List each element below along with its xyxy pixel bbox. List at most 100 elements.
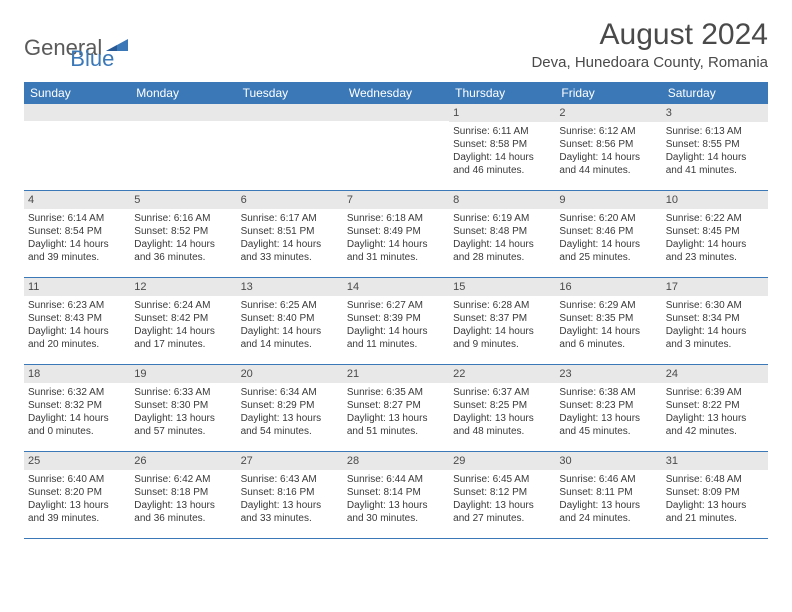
sunset-text: Sunset: 8:34 PM xyxy=(666,312,764,325)
date-number: 26 xyxy=(130,452,236,470)
day-header-friday: Friday xyxy=(555,82,661,104)
daylight-text: Daylight: 14 hours and 31 minutes. xyxy=(347,238,445,264)
day-header-sunday: Sunday xyxy=(24,82,130,104)
logo: General Blue xyxy=(24,24,114,72)
day-cell xyxy=(343,104,449,190)
daylight-text: Daylight: 14 hours and 0 minutes. xyxy=(28,412,126,438)
sunset-text: Sunset: 8:42 PM xyxy=(134,312,232,325)
daylight-text: Daylight: 13 hours and 27 minutes. xyxy=(453,499,551,525)
date-number: 16 xyxy=(555,278,661,296)
week-row: 18Sunrise: 6:32 AMSunset: 8:32 PMDayligh… xyxy=(24,365,768,452)
week-row: 1Sunrise: 6:11 AMSunset: 8:58 PMDaylight… xyxy=(24,104,768,191)
day-header-thursday: Thursday xyxy=(449,82,555,104)
daylight-text: Daylight: 14 hours and 11 minutes. xyxy=(347,325,445,351)
daylight-text: Daylight: 14 hours and 3 minutes. xyxy=(666,325,764,351)
day-cell: 19Sunrise: 6:33 AMSunset: 8:30 PMDayligh… xyxy=(130,365,236,451)
day-cell: 27 Sunrise: 6:43 AMSunset: 8:16 PMDayligh… xyxy=(237,452,343,538)
sunset-text: Sunset: 8:54 PM xyxy=(28,225,126,238)
day-cell: 7Sunrise: 6:18 AMSunset: 8:49 PMDaylight… xyxy=(343,191,449,277)
day-cell: 30Sunrise: 6:46 AMSunset: 8:11 PMDayligh… xyxy=(555,452,661,538)
date-number: 5 xyxy=(130,191,236,209)
daylight-text: Daylight: 13 hours and 48 minutes. xyxy=(453,412,551,438)
sunrise-text: Sunrise: 6:16 AM xyxy=(134,212,232,225)
date-number: 4 xyxy=(24,191,130,209)
sunset-text: Sunset: 8:40 PM xyxy=(241,312,339,325)
sunrise-text: Sunrise: 6:22 AM xyxy=(666,212,764,225)
sunrise-text: Sunrise: 6:17 AM xyxy=(241,212,339,225)
day-cell: 11Sunrise: 6:23 AMSunset: 8:43 PMDayligh… xyxy=(24,278,130,364)
sunset-text: Sunset: 8:29 PM xyxy=(241,399,339,412)
sunrise-text: Sunrise: 6:33 AM xyxy=(134,386,232,399)
day-cell: 1Sunrise: 6:11 AMSunset: 8:58 PMDaylight… xyxy=(449,104,555,190)
sunrise-text: Sunrise: 6:29 AM xyxy=(559,299,657,312)
day-cell xyxy=(237,104,343,190)
sunset-text: Sunset: 8:16 PM xyxy=(241,486,339,499)
day-header-tuesday: Tuesday xyxy=(237,82,343,104)
sunset-text: Sunset: 8:12 PM xyxy=(453,486,551,499)
daylight-text: Daylight: 13 hours and 24 minutes. xyxy=(559,499,657,525)
date-number xyxy=(237,104,343,121)
date-number xyxy=(24,104,130,121)
date-number: 10 xyxy=(662,191,768,209)
date-number: 1 xyxy=(449,104,555,122)
date-number xyxy=(130,104,236,121)
day-cell: 21Sunrise: 6:35 AMSunset: 8:27 PMDayligh… xyxy=(343,365,449,451)
sunset-text: Sunset: 8:45 PM xyxy=(666,225,764,238)
daylight-text: Daylight: 14 hours and 25 minutes. xyxy=(559,238,657,264)
date-number: 29 xyxy=(449,452,555,470)
day-cell: 20Sunrise: 6:34 AMSunset: 8:29 PMDayligh… xyxy=(237,365,343,451)
daylight-text: Daylight: 13 hours and 45 minutes. xyxy=(559,412,657,438)
day-cell: 9Sunrise: 6:20 AMSunset: 8:46 PMDaylight… xyxy=(555,191,661,277)
daylight-text: Daylight: 13 hours and 57 minutes. xyxy=(134,412,232,438)
daylight-text: Daylight: 14 hours and 46 minutes. xyxy=(453,151,551,177)
day-cell: 6Sunrise: 6:17 AMSunset: 8:51 PMDaylight… xyxy=(237,191,343,277)
daylight-text: Daylight: 13 hours and 33 minutes. xyxy=(241,499,339,525)
date-number: 17 xyxy=(662,278,768,296)
sunrise-text: Sunrise: 6:48 AM xyxy=(666,473,764,486)
daylight-text: Daylight: 13 hours and 36 minutes. xyxy=(134,499,232,525)
sunset-text: Sunset: 8:37 PM xyxy=(453,312,551,325)
day-cell: 12Sunrise: 6:24 AMSunset: 8:42 PMDayligh… xyxy=(130,278,236,364)
day-cell: 8Sunrise: 6:19 AMSunset: 8:48 PMDaylight… xyxy=(449,191,555,277)
day-header-wednesday: Wednesday xyxy=(343,82,449,104)
sunrise-text: Sunrise: 6:40 AM xyxy=(28,473,126,486)
sunrise-text: Sunrise: 6:35 AM xyxy=(347,386,445,399)
date-number: 31 xyxy=(662,452,768,470)
date-number: 9 xyxy=(555,191,661,209)
date-number xyxy=(343,104,449,121)
sunrise-text: Sunrise: 6:39 AM xyxy=(666,386,764,399)
sunrise-text: Sunrise: 6:43 AM xyxy=(241,473,339,486)
day-cell: 10Sunrise: 6:22 AMSunset: 8:45 PMDayligh… xyxy=(662,191,768,277)
daylight-text: Daylight: 14 hours and 14 minutes. xyxy=(241,325,339,351)
sunrise-text: Sunrise: 6:32 AM xyxy=(28,386,126,399)
sunset-text: Sunset: 8:39 PM xyxy=(347,312,445,325)
daylight-text: Daylight: 14 hours and 44 minutes. xyxy=(559,151,657,177)
sunset-text: Sunset: 8:56 PM xyxy=(559,138,657,151)
daylight-text: Daylight: 14 hours and 9 minutes. xyxy=(453,325,551,351)
daylight-text: Daylight: 14 hours and 20 minutes. xyxy=(28,325,126,351)
date-number: 15 xyxy=(449,278,555,296)
sunset-text: Sunset: 8:20 PM xyxy=(28,486,126,499)
date-number: 22 xyxy=(449,365,555,383)
sunrise-text: Sunrise: 6:46 AM xyxy=(559,473,657,486)
date-number: 27 xyxy=(237,452,343,470)
sunrise-text: Sunrise: 6:28 AM xyxy=(453,299,551,312)
date-number: 3 xyxy=(662,104,768,122)
date-number: 25 xyxy=(24,452,130,470)
daylight-text: Daylight: 14 hours and 39 minutes. xyxy=(28,238,126,264)
sunrise-text: Sunrise: 6:44 AM xyxy=(347,473,445,486)
location-text: Deva, Hunedoara County, Romania xyxy=(531,54,768,71)
day-cell: 16Sunrise: 6:29 AMSunset: 8:35 PMDayligh… xyxy=(555,278,661,364)
sunset-text: Sunset: 8:51 PM xyxy=(241,225,339,238)
date-number: 24 xyxy=(662,365,768,383)
header: General Blue August 2024 Deva, Hunedoara… xyxy=(24,18,768,72)
week-row: 25 Sunrise: 6:40 AMSunset: 8:20 PM Dayligh… xyxy=(24,452,768,539)
sunrise-text: Sunrise: 6:20 AM xyxy=(559,212,657,225)
sunrise-text: Sunrise: 6:24 AM xyxy=(134,299,232,312)
sunset-text: Sunset: 8:55 PM xyxy=(666,138,764,151)
date-number: 21 xyxy=(343,365,449,383)
sunrise-text: Sunrise: 6:27 AM xyxy=(347,299,445,312)
sunset-text: Sunset: 8:43 PM xyxy=(28,312,126,325)
sunrise-text: Sunrise: 6:18 AM xyxy=(347,212,445,225)
day-cell: 5Sunrise: 6:16 AMSunset: 8:52 PMDaylight… xyxy=(130,191,236,277)
